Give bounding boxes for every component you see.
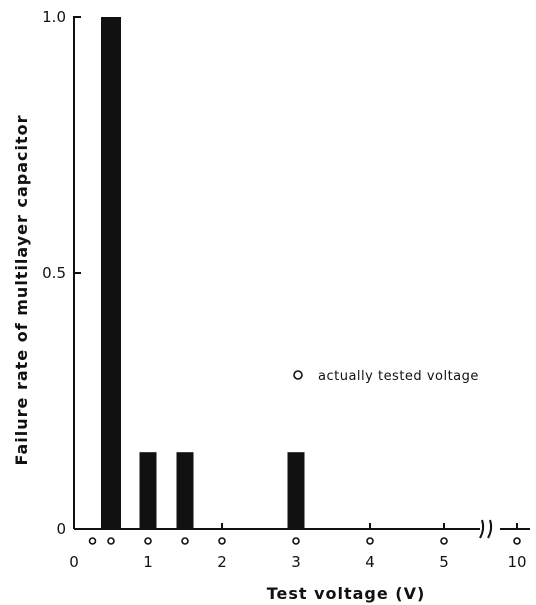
axis-break-mark-left bbox=[479, 519, 485, 539]
x-tick-label: 1 bbox=[143, 553, 153, 571]
tested-voltage-markers bbox=[88, 537, 521, 545]
tested-voltage-marker bbox=[144, 537, 152, 545]
bar bbox=[101, 17, 121, 529]
bar bbox=[287, 452, 305, 529]
x-tick-label: 3 bbox=[291, 553, 301, 571]
x-tick-label: 10 bbox=[507, 553, 526, 571]
axis-break-mark-right bbox=[487, 519, 493, 539]
legend-open-circle-icon bbox=[293, 370, 303, 380]
bars bbox=[101, 17, 305, 529]
x-tick-label: 0 bbox=[69, 553, 79, 571]
bar bbox=[139, 452, 157, 529]
x-tick-label: 4 bbox=[365, 553, 375, 571]
bar bbox=[176, 452, 194, 529]
x-tick-label: 2 bbox=[217, 553, 227, 571]
y-tick-label: 1.0 bbox=[42, 8, 66, 26]
tested-voltage-marker bbox=[218, 537, 226, 545]
y-axis-title: Failure rate of multilayer capacitor bbox=[12, 115, 31, 466]
tested-voltage-marker bbox=[181, 537, 189, 545]
x-tick-label: 5 bbox=[439, 553, 449, 571]
tick-labels: 0 0.5 1.0 0 1 2 3 4 5 10 bbox=[42, 8, 526, 571]
tested-voltage-marker bbox=[440, 537, 448, 545]
legend: actually tested voltage bbox=[293, 369, 479, 384]
tested-voltage-marker bbox=[513, 537, 521, 545]
tested-voltage-marker bbox=[292, 537, 300, 545]
x-axis-title: Test voltage (V) bbox=[267, 584, 426, 603]
tested-voltage-marker bbox=[88, 537, 97, 545]
tested-voltage-marker bbox=[107, 537, 115, 545]
legend-label: actually tested voltage bbox=[318, 369, 479, 384]
y-tick-label: 0.5 bbox=[42, 264, 66, 282]
tested-voltage-marker bbox=[366, 537, 374, 545]
y-tick-label: 0 bbox=[56, 520, 66, 538]
